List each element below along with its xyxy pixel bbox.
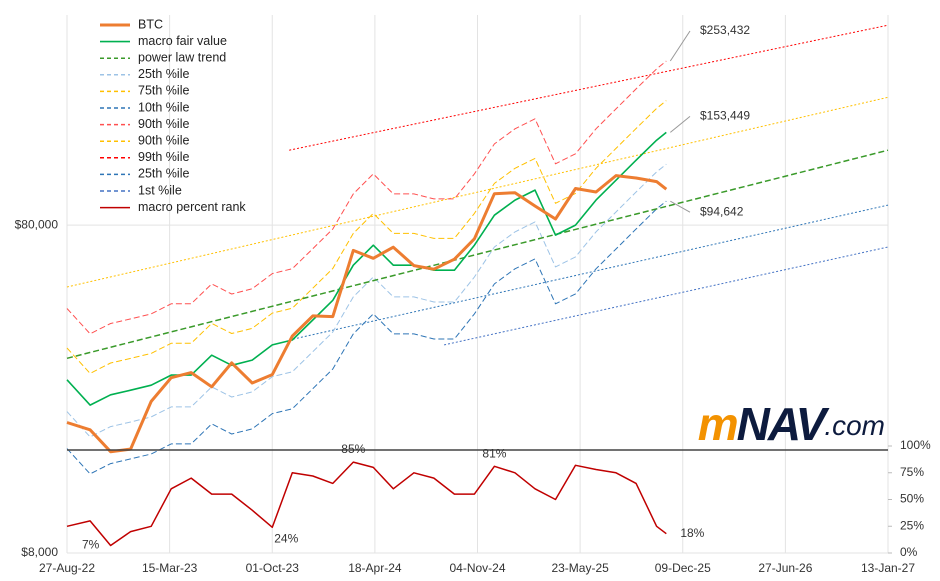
x-tick-label: 27-Aug-22: [39, 561, 95, 575]
series-line: [66, 131, 667, 406]
series-line: [66, 149, 889, 360]
watermark-nav: NAV: [737, 398, 830, 450]
x-tick-label: 27-Jun-26: [758, 561, 812, 575]
legend-label: 25th %ile: [138, 167, 189, 181]
series-line: [66, 96, 889, 288]
rank-label: 18%: [680, 526, 704, 540]
legend-label: 10th %ile: [138, 100, 189, 114]
legend-label: 90th %ile: [138, 117, 189, 131]
series-line: [66, 200, 667, 475]
series-line: [66, 60, 667, 335]
x-tick-label: 04-Nov-24: [449, 561, 505, 575]
annotation-label: $153,449: [700, 109, 750, 123]
annotation-pointer: [670, 116, 691, 133]
legend-label: macro fair value: [138, 34, 227, 48]
watermark: mNAV.com: [698, 398, 885, 450]
x-tick-label: 01-Oct-23: [246, 561, 300, 575]
series-line: [66, 100, 667, 374]
x-tick-label: 15-Mar-23: [142, 561, 198, 575]
legend-label: macro percent rank: [138, 200, 246, 214]
y-tick-label: $80,000: [15, 217, 59, 231]
series-line: [66, 163, 667, 438]
legend-label: BTC: [138, 17, 163, 31]
y2-tick-label: 0%: [900, 545, 918, 559]
rank-label: 7%: [82, 538, 100, 552]
legend-label: 99th %ile: [138, 150, 189, 164]
x-tick-label: 13-Jan-27: [861, 561, 915, 575]
y2-tick-label: 100%: [900, 438, 931, 452]
y2-tick-label: 25%: [900, 518, 924, 532]
annotation-label: $253,432: [700, 23, 750, 37]
annotation-label: $94,642: [700, 204, 744, 218]
x-tick-label: 18-Apr-24: [348, 561, 402, 575]
annotation-pointer: [669, 30, 691, 62]
labels: 27-Aug-22 15-Mar-23 01-Oct-23 18-Apr-24 04-N…: [15, 23, 931, 575]
rank-label: 81%: [482, 447, 506, 461]
annotation-pointer: [670, 200, 691, 213]
rank-label: 85%: [341, 442, 365, 456]
series-line: [289, 24, 889, 151]
watermark-com: .com: [824, 410, 885, 441]
y-tick-label: $8,000: [21, 545, 58, 559]
legend-label: power law trend: [138, 50, 226, 64]
legend-label: 1st %ile: [138, 183, 182, 197]
watermark-m: m: [698, 398, 737, 450]
legend: BTC macro fair value power law trend 25th %…: [100, 17, 246, 214]
grid: [66, 15, 892, 554]
series-line: [66, 174, 668, 454]
series-line: [66, 461, 667, 547]
legend-label: 90th %ile: [138, 133, 189, 147]
x-tick-label: 23-May-25: [551, 561, 609, 575]
x-tick-label: 09-Dec-25: [655, 561, 711, 575]
plot-lines: [66, 24, 889, 547]
legend-label: 75th %ile: [138, 84, 189, 98]
legend-label: 25th %ile: [138, 67, 189, 81]
y2-tick-label: 50%: [900, 492, 924, 506]
rank-label: 24%: [274, 531, 298, 545]
y2-tick-label: 75%: [900, 465, 924, 479]
